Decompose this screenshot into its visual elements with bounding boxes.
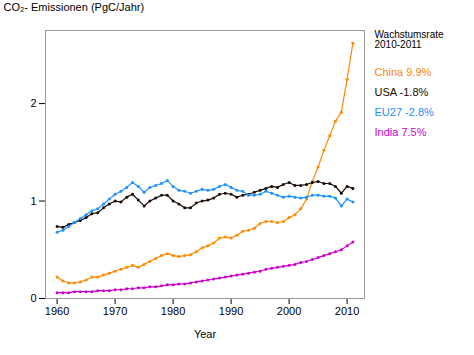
svg-text:2: 2	[30, 97, 36, 109]
svg-text:0: 0	[30, 292, 36, 304]
svg-text:1970: 1970	[103, 305, 127, 317]
svg-text:USA -1.8%: USA -1.8%	[375, 86, 429, 98]
svg-text:Year: Year	[194, 328, 217, 340]
svg-text:EU27 -2.8%: EU27 -2.8%	[375, 106, 435, 118]
svg-text:India 7.5%: India 7.5%	[375, 126, 427, 138]
svg-text:1980: 1980	[161, 305, 185, 317]
svg-text:China 9.9%: China 9.9%	[375, 66, 432, 78]
svg-text:1: 1	[30, 195, 36, 207]
svg-text:1960: 1960	[45, 305, 69, 317]
svg-text:1990: 1990	[219, 305, 243, 317]
svg-text:Wachstumsrat⁠e2010-2011: Wachstumsrat⁠e2010-2011	[375, 29, 445, 50]
svg-text:2010: 2010	[335, 305, 359, 317]
svg-text:CO₂- Emissionen (PgC/Jahr): CO₂- Emissionen (PgC/Jahr)	[4, 1, 145, 13]
svg-text:2000: 2000	[277, 305, 301, 317]
